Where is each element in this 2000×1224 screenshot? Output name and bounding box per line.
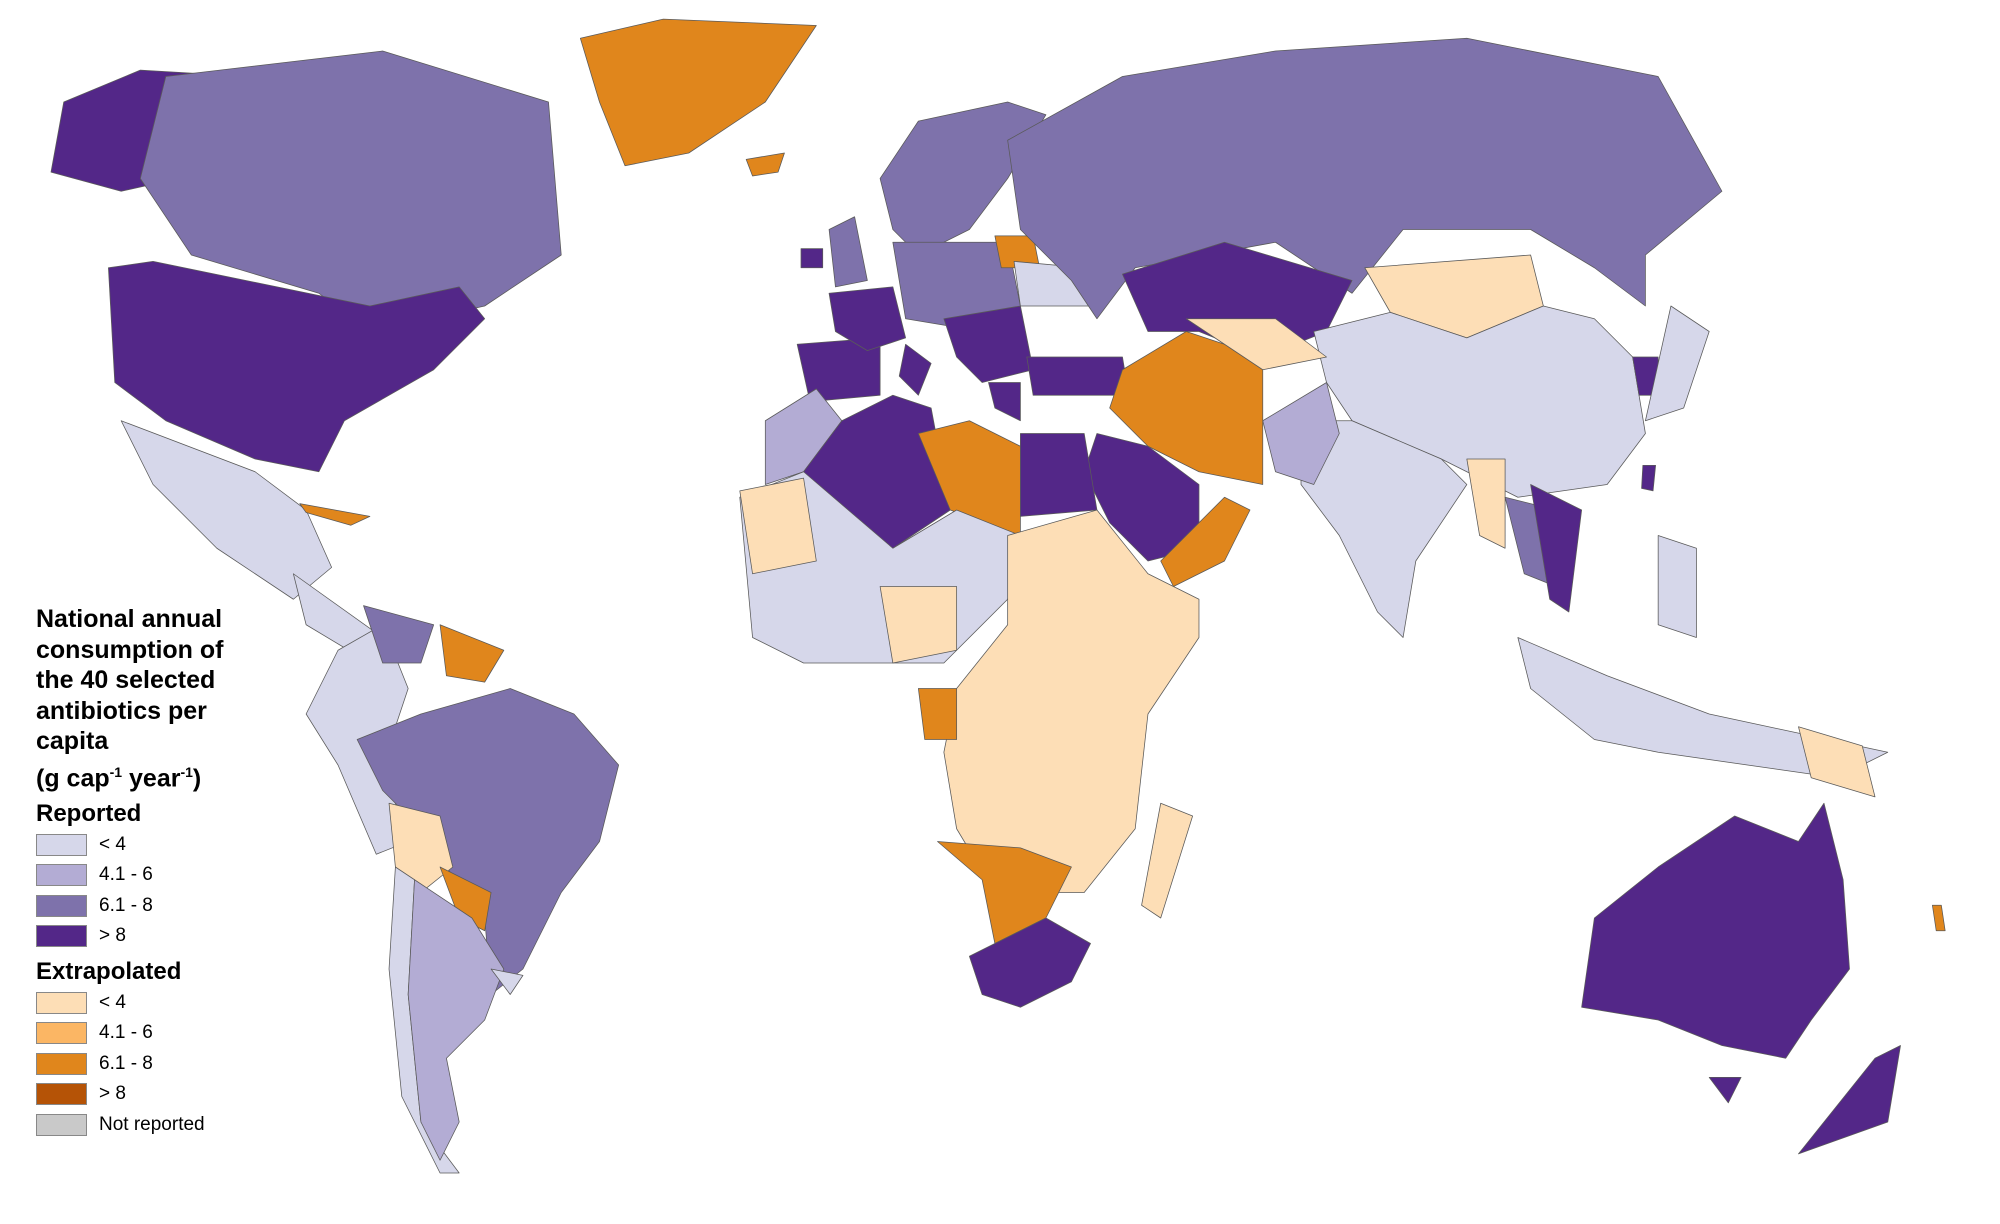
country-region-e1 bbox=[1185, 318, 1327, 371]
country-region-r4 bbox=[800, 248, 824, 269]
country-region-e1 bbox=[1466, 458, 1506, 549]
legend-item: 6.1 - 8 bbox=[36, 1048, 266, 1079]
legend-group-heading: Extrapolated bbox=[36, 958, 182, 986]
country-region-e3 bbox=[439, 866, 492, 932]
country-region-r4 bbox=[1798, 1045, 1901, 1155]
legend-swatch bbox=[36, 925, 87, 948]
legend-item: < 4 bbox=[36, 829, 266, 860]
country-region-r4 bbox=[988, 382, 1021, 422]
legend-item: 4.1 - 6 bbox=[36, 1018, 266, 1049]
legend-label: < 4 bbox=[99, 991, 126, 1013]
country-region-r4 bbox=[1708, 1076, 1742, 1104]
legend-label: Not reported bbox=[99, 1113, 205, 1135]
country-region-r4 bbox=[1020, 433, 1098, 517]
legend-label: 4.1 - 6 bbox=[99, 864, 153, 886]
country-region-r1 bbox=[1657, 535, 1697, 638]
country-region-e3 bbox=[299, 503, 371, 526]
country-region-e1 bbox=[1141, 802, 1193, 919]
country-region-r4 bbox=[1581, 802, 1850, 1059]
legend-swatch bbox=[36, 1083, 87, 1106]
legend-label: > 8 bbox=[99, 925, 126, 947]
country-region-e1 bbox=[879, 586, 958, 664]
legend-swatch bbox=[36, 1022, 87, 1045]
country-region-e3 bbox=[1932, 904, 1946, 932]
legend-title-line: antibiotics per bbox=[36, 696, 207, 725]
legend-item: 4.1 - 6 bbox=[36, 860, 266, 891]
legend-item: < 4 bbox=[36, 987, 266, 1018]
country-region-r1 bbox=[1645, 305, 1710, 422]
legend-item: Not reported bbox=[36, 1109, 266, 1140]
legend-label: 4.1 - 6 bbox=[99, 1022, 153, 1044]
legend-label: 6.1 - 8 bbox=[99, 1052, 153, 1074]
legend-title-line: consumption of bbox=[36, 635, 224, 664]
legend-item: > 8 bbox=[36, 921, 266, 952]
country-region-r4 bbox=[828, 286, 906, 352]
country-region-r4 bbox=[1026, 356, 1130, 396]
legend-item: 6.1 - 8 bbox=[36, 890, 266, 921]
country-region-e3 bbox=[439, 624, 505, 683]
country-region-e3 bbox=[917, 688, 958, 740]
country-region-r3 bbox=[1007, 37, 1723, 320]
legend-swatch bbox=[36, 894, 87, 917]
legend-swatch bbox=[36, 991, 87, 1014]
country-region-r3 bbox=[828, 216, 868, 288]
country-region-r4 bbox=[108, 260, 486, 473]
legend-unit: (g cap-1 year-1) bbox=[36, 763, 202, 792]
country-region-e1 bbox=[1798, 726, 1876, 798]
country-region-r3 bbox=[879, 101, 1047, 256]
country-region-e1 bbox=[388, 802, 454, 893]
legend-swatch bbox=[36, 864, 87, 887]
country-region-e1 bbox=[739, 477, 817, 575]
country-region-e3 bbox=[579, 18, 817, 167]
legend-title-line: the 40 selected bbox=[36, 666, 216, 694]
legend-title: National annual consumption of the 40 se… bbox=[36, 604, 266, 793]
country-region-r4 bbox=[898, 343, 932, 396]
country-region-e3 bbox=[1160, 496, 1251, 587]
country-region-r4 bbox=[943, 305, 1034, 383]
country-region-r4 bbox=[969, 917, 1091, 1008]
country-region-r4 bbox=[1530, 484, 1583, 613]
country-region-r1 bbox=[1300, 420, 1468, 638]
legend-group-heading: Reported bbox=[36, 800, 142, 828]
legend-swatch bbox=[36, 1113, 87, 1136]
legend-swatch bbox=[36, 1052, 87, 1075]
country-region-r4 bbox=[1641, 464, 1656, 492]
country-region-r3 bbox=[363, 605, 435, 664]
legend-label: 6.1 - 8 bbox=[99, 894, 153, 916]
country-region-r1 bbox=[490, 968, 524, 995]
legend-label: < 4 bbox=[99, 833, 126, 855]
map-legend: National annual consumption of the 40 se… bbox=[36, 604, 266, 1140]
country-region-r2 bbox=[407, 879, 505, 1161]
legend-swatch bbox=[36, 833, 87, 856]
country-region-e3 bbox=[745, 152, 785, 177]
country-region-r2 bbox=[1262, 382, 1340, 485]
legend-title-line: National annual bbox=[36, 605, 223, 633]
legend-label: > 8 bbox=[99, 1083, 126, 1105]
country-region-r1 bbox=[120, 420, 333, 600]
legend-item: > 8 bbox=[36, 1079, 266, 1110]
legend-title-line: capita bbox=[36, 727, 109, 755]
